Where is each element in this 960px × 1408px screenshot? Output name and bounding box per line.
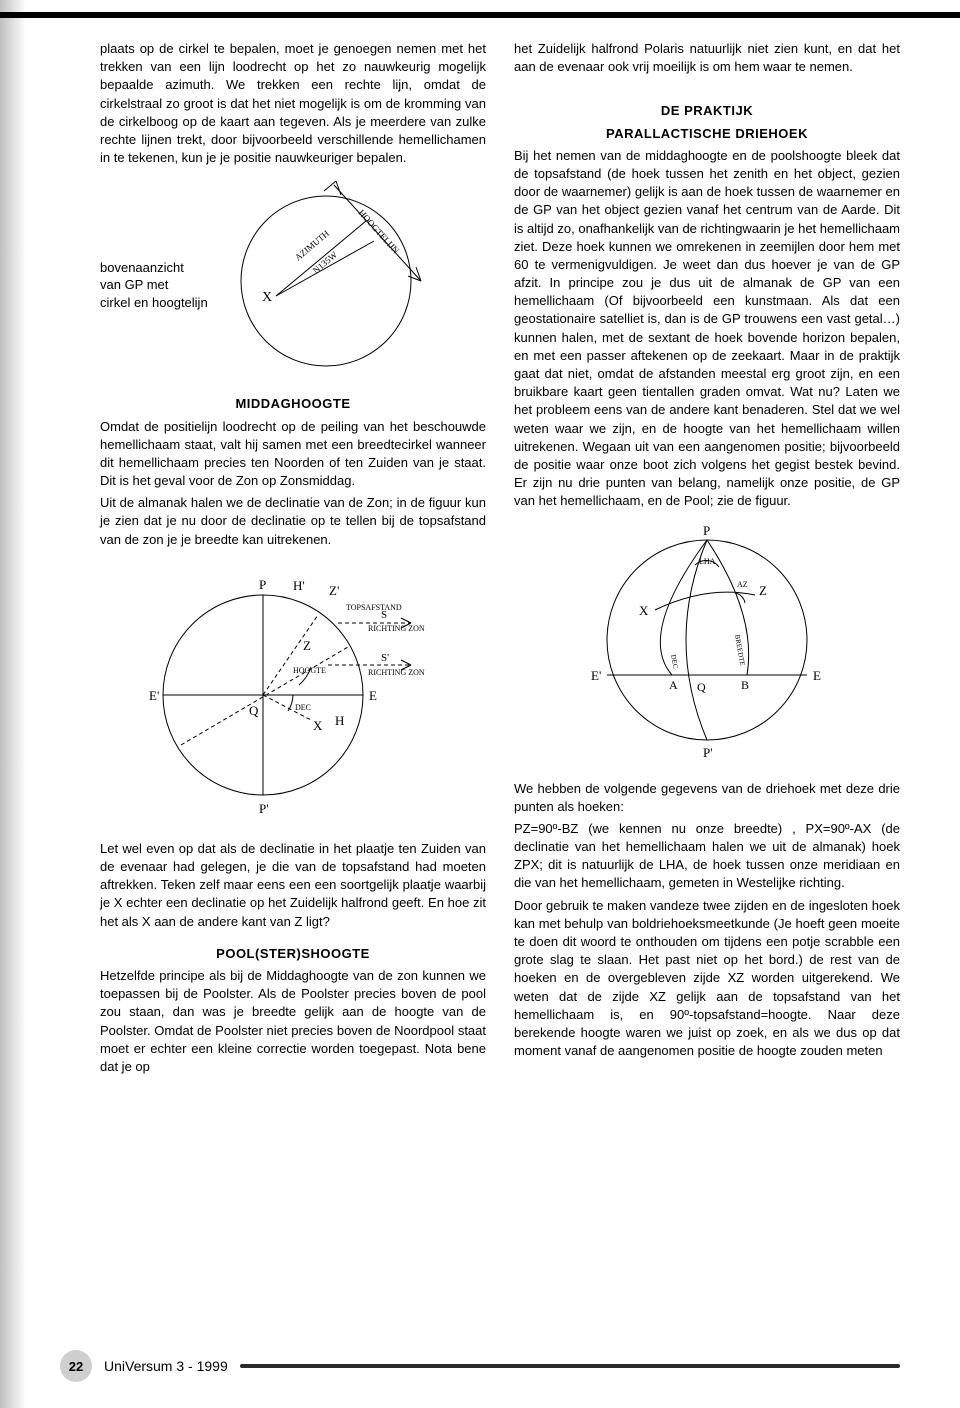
heading-praktijk-2: PARALLACTISCHE DRIEHOEK: [514, 125, 900, 143]
journal-title: UniVersum 3 - 1999: [104, 1358, 228, 1374]
para-formulas: PZ=90º-BZ (we kennen nu onze breedte) , …: [514, 820, 900, 893]
fig3-BREEDTE: BREEDTE: [733, 633, 746, 665]
fig2-Q: Q: [249, 703, 259, 718]
fig2-Ep: E': [149, 688, 159, 703]
fig2-S: S: [381, 609, 387, 621]
fig2-HOOGTE: HOOGTE: [293, 666, 326, 675]
fig2-Pp: P': [259, 801, 269, 816]
fig3-P: P: [703, 523, 710, 538]
para-praktijk: Bij het nemen van de middaghoogte en de …: [514, 147, 900, 511]
fig2-Zp: Z': [329, 583, 339, 598]
left-column: plaats op de cirkel te bepalen, moet je …: [100, 40, 486, 1080]
fig2-E: E: [369, 688, 377, 703]
para-middag-2: Uit de almanak halen we de declinatie va…: [100, 494, 486, 549]
fig2-X: X: [313, 718, 323, 733]
fig3-X: X: [639, 603, 649, 618]
scan-shade: [0, 0, 26, 1408]
figure-1: bovenaanzicht van GP met cirkel en hoogt…: [100, 181, 486, 381]
fig3-B: B: [741, 678, 749, 692]
para-bold: Door gebruik te maken vandeze twee zijde…: [514, 897, 900, 1061]
figure-3-svg: P P' E' E X Z A Q B LHA AZ DEC BREEDTE: [577, 515, 837, 770]
top-rule: [0, 12, 960, 18]
para-middag-1: Omdat de positielijn loodrecht op de pei…: [100, 418, 486, 491]
fig3-Ep: E': [591, 668, 601, 683]
fig3-DEC: DEC: [669, 653, 679, 669]
fig3-A: A: [669, 678, 678, 692]
fig3-Z: Z: [759, 583, 767, 598]
figure-1-caption: bovenaanzicht van GP met cirkel en hoogt…: [100, 259, 208, 382]
fig2-Sp: S': [381, 652, 389, 664]
fig2-Hp: H': [293, 578, 305, 593]
figure-1-svg: X AZIMUTH N135W HOOGTELIJN: [216, 181, 426, 381]
fig3-LHA: LHA: [699, 557, 716, 566]
figure-2-svg: P P' E' E Q H' Z' Z H X DEC HOOGTE TOPSA…: [143, 555, 443, 830]
fig2-RZ2: RICHTING ZON: [368, 668, 425, 677]
fig2-H: H: [335, 713, 344, 728]
fig3-Pp: P': [703, 745, 713, 760]
para-letwel: Let wel even op dat als de declinatie in…: [100, 840, 486, 931]
fig2-RZ1: RICHTING ZON: [368, 624, 425, 633]
para-right-top: het Zuidelijk halfrond Polaris natuurlij…: [514, 40, 900, 76]
fig2-P: P: [259, 577, 266, 592]
fig3-AZ: AZ: [737, 580, 748, 589]
fig2-TOPS: TOPSAFSTAND: [346, 603, 402, 612]
footer-rule: [240, 1364, 900, 1368]
para-we-hebben: We hebben de volgende gegevens van de dr…: [514, 780, 900, 816]
page-number-badge: 22: [60, 1350, 92, 1382]
page-number: 22: [69, 1359, 83, 1374]
para-pool: Hetzelfde principe als bij de Middaghoog…: [100, 967, 486, 1076]
para-intro: plaats op de cirkel te bepalen, moet je …: [100, 40, 486, 167]
fig1-label-x: X: [262, 290, 272, 305]
heading-praktijk-1: DE PRAKTIJK: [514, 102, 900, 120]
fig2-DEC: DEC: [295, 703, 311, 712]
fig2-Z: Z: [303, 638, 311, 653]
right-column: het Zuidelijk halfrond Polaris natuurlij…: [514, 40, 900, 1080]
fig3-E: E: [813, 668, 821, 683]
heading-middaghoogte: MIDDAGHOOGTE: [100, 395, 486, 413]
page-footer: 22 UniVersum 3 - 1999: [60, 1350, 900, 1382]
heading-poolster: POOL(STER)SHOOGTE: [100, 945, 486, 963]
fig3-Q: Q: [697, 680, 706, 694]
